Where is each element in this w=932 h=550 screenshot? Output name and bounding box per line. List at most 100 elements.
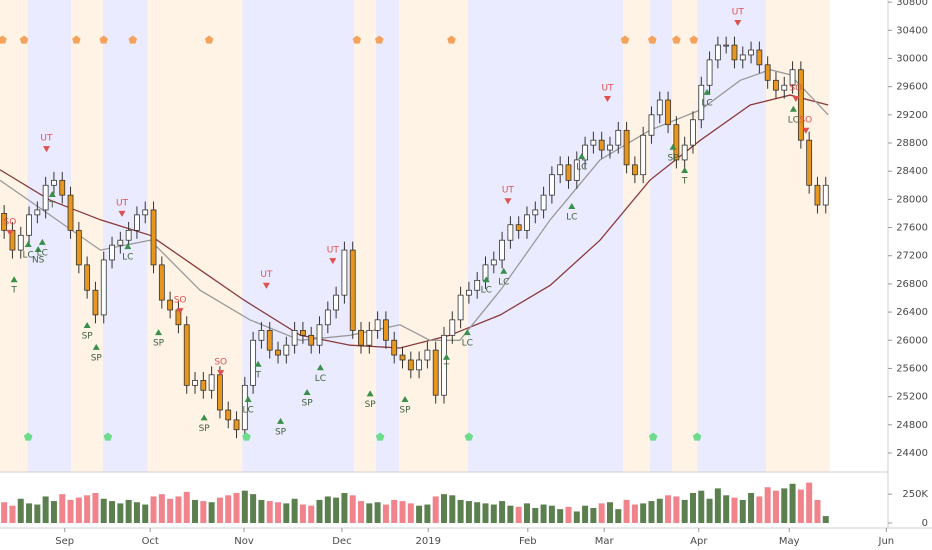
volume-bar (465, 501, 472, 523)
candle-body (26, 214, 32, 236)
signal-triangle (48, 191, 56, 198)
background-bands (0, 0, 830, 472)
candle-body (192, 380, 198, 386)
x-tick-label: Apr (690, 536, 708, 547)
candle-body (582, 144, 588, 161)
volume-bar (9, 505, 16, 523)
regime-band (399, 0, 469, 472)
volume-bar (615, 509, 622, 523)
y-tick-label: 26800 (896, 279, 928, 290)
x-tick-label: Dec (332, 536, 351, 547)
signal-triangle (578, 152, 586, 159)
y-tick-label: 28000 (896, 194, 928, 205)
signal-label: T (10, 286, 17, 296)
signal-label: SP (199, 424, 211, 434)
candle-body (399, 354, 406, 361)
signal-triangle (329, 258, 337, 265)
marker-pentagon (375, 432, 385, 441)
signal-label: UT (116, 198, 129, 208)
signal-triangle (34, 245, 42, 252)
signal-label: LC (23, 251, 34, 261)
volume-bar (84, 495, 91, 523)
candle-body (532, 209, 539, 216)
volume-bar (167, 498, 174, 523)
candle-body (806, 139, 813, 186)
volume-bar (26, 503, 33, 523)
volume-bar (109, 501, 116, 523)
candle-body (150, 209, 157, 266)
volume-bar (532, 508, 539, 523)
signal-triangle (10, 276, 18, 283)
volume-bar (42, 496, 49, 523)
candle-body (383, 319, 389, 341)
candle-body (822, 184, 829, 206)
signal-label: LC (462, 339, 473, 349)
regime-band (27, 0, 72, 472)
signal-triangle (366, 390, 374, 397)
signal-triangle (262, 282, 270, 289)
marker-pentagon (648, 35, 657, 44)
candle-body (465, 289, 472, 296)
y-tick-label: 30800 (896, 0, 928, 8)
volume-bar (781, 488, 788, 523)
y-tick-label: 24400 (896, 448, 928, 459)
marker-pentagon (692, 432, 702, 441)
marker-pentagon (375, 35, 384, 44)
volume-bar (416, 505, 423, 523)
volume-bar (34, 504, 41, 523)
candle-body (374, 319, 381, 331)
candle-body (258, 329, 265, 341)
candle-body (283, 344, 290, 356)
volume-bar (150, 496, 157, 523)
signal-label: LC (576, 162, 587, 172)
regime-band (672, 0, 698, 472)
volume-bar (250, 494, 257, 523)
signal-triangle (734, 19, 742, 26)
volume-bar (449, 495, 456, 523)
volume-bar (382, 504, 389, 523)
x-tick-label: 2019 (416, 536, 441, 547)
signal-triangle (200, 414, 208, 421)
signal-label: SO (214, 358, 227, 368)
candle-body (266, 329, 273, 351)
volume-bar (142, 504, 149, 523)
y-tick-label: 25200 (896, 392, 928, 403)
marker-pentagon (464, 432, 474, 441)
volume-bar (540, 504, 547, 523)
y-tick-label: 26400 (896, 307, 928, 318)
volume-bar (789, 483, 796, 523)
signal-label: SP (667, 153, 679, 163)
volume-bar (308, 505, 315, 523)
marker-pentagon (672, 35, 681, 44)
volume-bar (158, 494, 165, 523)
candle-body (67, 194, 74, 231)
candle-body (416, 359, 423, 371)
marker-pentagon (447, 35, 456, 44)
volume-bar (316, 499, 323, 523)
volume-tick-label: 250K (902, 489, 928, 500)
signal-label: LC (481, 286, 492, 296)
volume-bar (125, 499, 132, 523)
candle-body (648, 114, 655, 136)
x-tick-label: Mar (595, 536, 615, 547)
signal-triangle (802, 127, 810, 134)
candle-body (208, 374, 215, 391)
volume-tick-label: 0 (922, 518, 928, 529)
regime-band (623, 0, 650, 472)
signal-label: LC (37, 248, 48, 258)
volume-bar (241, 490, 248, 523)
volume-bar (598, 503, 605, 523)
volume-bar (698, 490, 705, 523)
volume-bar (258, 499, 265, 523)
volume-bar (358, 501, 365, 523)
candle-body (540, 194, 547, 211)
signal-label: LC (788, 115, 799, 125)
signal-triangle (482, 276, 490, 283)
candle-body (100, 259, 107, 316)
candle-body (739, 54, 746, 61)
marker-pentagon (242, 432, 251, 441)
candle-body (92, 289, 99, 316)
y-tick-label: 28400 (896, 166, 928, 177)
candle-body (17, 234, 24, 251)
